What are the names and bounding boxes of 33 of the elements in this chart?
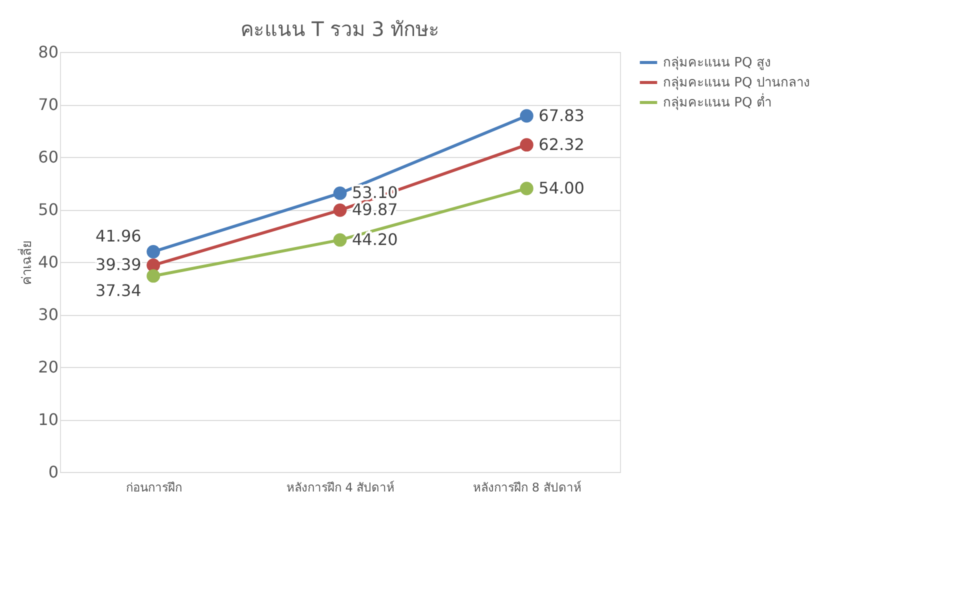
point <box>333 186 347 200</box>
y-tick-label: 20 <box>38 358 58 376</box>
legend-label: กลุ่มคะแนน PQ ปานกลาง <box>663 76 810 90</box>
y-axis-title: ค่าเฉลี่ย <box>18 240 36 285</box>
data-label: 62.32 <box>538 134 584 154</box>
point <box>520 109 534 123</box>
chart-title: คะแนน T รวม 3 ทักษะ <box>240 17 440 41</box>
point <box>333 233 347 247</box>
data-label: 39.39 <box>96 255 142 274</box>
y-tick-label: 30 <box>38 305 58 324</box>
point <box>520 138 534 152</box>
y-tick-label: 60 <box>38 148 58 166</box>
point <box>333 203 347 217</box>
data-label: 41.96 <box>96 226 142 246</box>
point <box>520 182 534 196</box>
data-label: 67.83 <box>538 106 584 125</box>
y-tick-label: 70 <box>38 95 58 114</box>
legend-label: กลุ่มคะแนน PQ ต่ำ <box>663 94 772 110</box>
data-label: 44.20 <box>352 230 398 249</box>
y-tick-label: 50 <box>38 200 58 219</box>
point <box>146 245 160 258</box>
point <box>146 269 160 283</box>
x-tick-label: ก่อนการฝึก <box>126 480 182 494</box>
data-label: 54.00 <box>538 178 584 198</box>
x-tick-label: หลังการฝึก 8 สัปดาห์ <box>473 480 582 494</box>
y-tick-label: 40 <box>38 252 58 272</box>
data-label: 49.87 <box>352 200 398 220</box>
y-tick-label: 80 <box>38 42 58 62</box>
data-label: 37.34 <box>96 280 142 300</box>
y-tick-label: 10 <box>38 410 58 429</box>
legend-label: กลุ่มคะแนน PQ สูง <box>663 56 770 70</box>
x-tick-label: หลังการฝึก 4 สัปดาห์ <box>286 480 395 494</box>
y-tick-label: 0 <box>48 462 58 482</box>
